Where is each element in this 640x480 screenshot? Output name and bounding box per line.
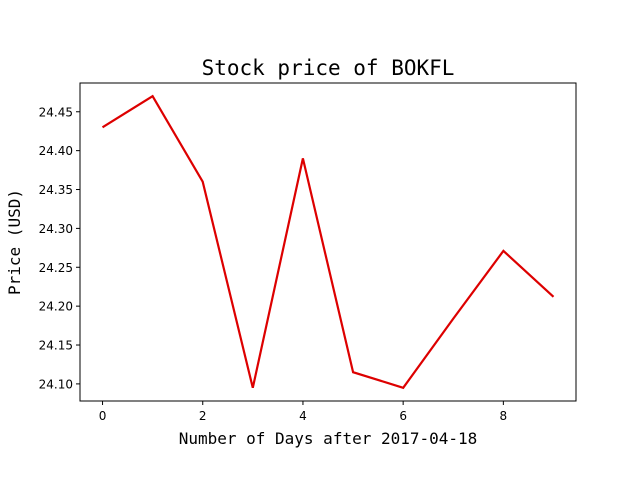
x-tick-label: 8 bbox=[500, 409, 508, 423]
x-axis: 0 2 4 6 8 bbox=[99, 401, 507, 423]
plot-frame bbox=[79, 82, 577, 402]
x-axis-label: Number of Days after 2017-04-18 bbox=[179, 429, 478, 448]
series-line bbox=[101, 94, 555, 390]
y-tick-label: 24.10 bbox=[39, 377, 73, 391]
chart-title: Stock price of BOKFL bbox=[202, 56, 455, 80]
x-tick-label: 6 bbox=[399, 409, 407, 423]
y-tick-label: 24.40 bbox=[39, 144, 73, 158]
y-tick-label: 24.45 bbox=[39, 105, 73, 119]
x-tick-label: 2 bbox=[199, 409, 207, 423]
y-tick-label: 24.25 bbox=[39, 261, 73, 275]
y-tick-label: 24.15 bbox=[39, 339, 73, 353]
y-tick-label: 24.30 bbox=[39, 222, 73, 236]
y-axis-label: Price (USD) bbox=[5, 189, 24, 295]
plot-area bbox=[101, 94, 555, 390]
y-tick-label: 24.35 bbox=[39, 183, 73, 197]
x-tick-label: 4 bbox=[299, 409, 307, 423]
x-tick-label: 0 bbox=[99, 409, 107, 423]
y-axis: 24.10 24.15 24.20 24.25 24.30 24.35 24.40 24.45 bbox=[39, 105, 80, 391]
y-tick-label: 24.20 bbox=[39, 300, 73, 314]
